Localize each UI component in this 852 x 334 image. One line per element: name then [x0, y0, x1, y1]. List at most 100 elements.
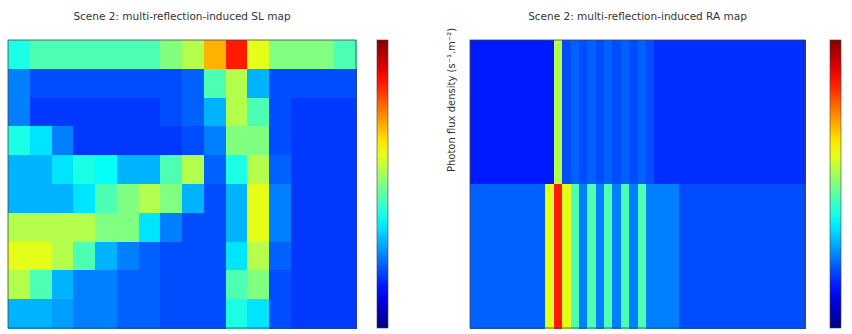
heatmap-cell — [247, 270, 269, 299]
heatmap-cell — [269, 40, 291, 69]
heatmap-cell — [638, 184, 647, 329]
heatmap-cell — [788, 40, 797, 185]
chart-title: Scene 2: multi-reflection-induced SL map — [73, 10, 290, 22]
heatmap-cell — [755, 40, 764, 185]
heatmap-cell — [52, 213, 74, 242]
heatmap-cell — [73, 126, 95, 155]
heatmap-cell — [721, 40, 730, 185]
heatmap-cell — [334, 69, 356, 98]
heatmap-cell — [226, 270, 248, 299]
heatmap-cell — [247, 213, 269, 242]
heatmap-cell — [562, 184, 571, 329]
heatmap-cell — [160, 69, 182, 98]
heatmap-cell — [139, 184, 161, 213]
heatmap-cell — [487, 40, 496, 185]
heatmap-cell — [596, 184, 605, 329]
heatmap-cell — [52, 126, 74, 155]
heatmap-cell — [269, 242, 291, 271]
heatmap-cell — [313, 98, 335, 127]
heatmap-cell — [545, 40, 554, 185]
heatmap-cell — [73, 98, 95, 127]
heatmap-cell — [520, 184, 529, 329]
heatmap-cell — [478, 40, 487, 185]
heatmap-cell — [182, 184, 204, 213]
heatmap-cell — [269, 69, 291, 98]
heatmap-cell — [313, 213, 335, 242]
heatmap-cell — [95, 69, 117, 98]
heatmap-cell — [30, 155, 52, 184]
heatmap-cell — [139, 98, 161, 127]
heatmap-cell — [269, 270, 291, 299]
heatmap-cell — [117, 40, 139, 69]
heatmap-cell — [95, 242, 117, 271]
heatmap-cell — [247, 184, 269, 213]
heatmap-cell — [763, 40, 772, 185]
heatmap-cell — [612, 40, 621, 185]
chart-title: Scene 2: multi-reflection-induced RA map — [528, 10, 747, 22]
heatmap-cell — [117, 299, 139, 328]
heatmap-cell — [313, 270, 335, 299]
heatmap-cell — [772, 40, 781, 185]
heatmap-cell — [247, 242, 269, 271]
heatmap-cell — [334, 155, 356, 184]
heatmap-cell — [204, 213, 226, 242]
heatmap-cell — [269, 126, 291, 155]
heatmap-cell — [204, 69, 226, 98]
heatmap-cell — [612, 184, 621, 329]
heatmap-cell — [139, 155, 161, 184]
heatmap-cell — [73, 40, 95, 69]
figure: Scene 2: multi-reflection-induced SL map… — [0, 0, 852, 334]
heatmap-cell — [160, 213, 182, 242]
heatmap-cell — [73, 155, 95, 184]
heatmap-cell — [713, 184, 722, 329]
heatmap-cell — [8, 242, 30, 271]
heatmap-cell — [797, 184, 806, 329]
heatmap-cell — [487, 184, 496, 329]
heatmap-cell — [679, 184, 688, 329]
heatmap-cell — [705, 40, 714, 185]
heatmap-cell — [95, 270, 117, 299]
heatmap-cell — [713, 40, 722, 185]
heatmap-cell — [269, 213, 291, 242]
heatmap-cell — [30, 270, 52, 299]
heatmap-cell — [226, 184, 248, 213]
heatmap-cell — [269, 98, 291, 127]
heatmap-cell — [696, 184, 705, 329]
heatmap-cell — [182, 270, 204, 299]
heatmap-cell — [30, 213, 52, 242]
heatmap-cell — [654, 40, 663, 185]
heatmap-cell — [204, 155, 226, 184]
heatmap-cell — [291, 69, 313, 98]
colorbar-label: Photon flux density (s⁻¹.m⁻²) — [446, 28, 457, 172]
heatmap-cell — [797, 40, 806, 185]
heatmap-cell — [95, 299, 117, 328]
heatmap-cell — [73, 242, 95, 271]
heatmap-cell — [8, 270, 30, 299]
heatmap-cell — [204, 242, 226, 271]
heatmap-cell — [313, 155, 335, 184]
heatmap-cell — [470, 184, 479, 329]
heatmap-cell — [529, 40, 538, 185]
heatmap-cell — [291, 184, 313, 213]
heatmap-cell — [117, 184, 139, 213]
heatmap-cell — [554, 40, 563, 185]
heatmap-cell — [788, 184, 797, 329]
heatmap-cell — [746, 184, 755, 329]
heatmap-cell — [291, 40, 313, 69]
heatmap-cell — [746, 40, 755, 185]
heatmap-cell — [139, 242, 161, 271]
heatmap-cell — [671, 40, 680, 185]
heatmap-cell — [204, 98, 226, 127]
heatmap-cell — [139, 126, 161, 155]
heatmap-cell — [291, 242, 313, 271]
heatmap-cell — [571, 40, 580, 185]
heatmap-cell — [95, 155, 117, 184]
heatmap-cell — [226, 299, 248, 328]
heatmap-cell — [313, 69, 335, 98]
heatmap-cell — [313, 299, 335, 328]
heatmap-cell — [495, 184, 504, 329]
heatmap-cell — [160, 126, 182, 155]
heatmap-cell — [596, 40, 605, 185]
heatmap-cell — [247, 40, 269, 69]
heatmap-cell — [520, 40, 529, 185]
